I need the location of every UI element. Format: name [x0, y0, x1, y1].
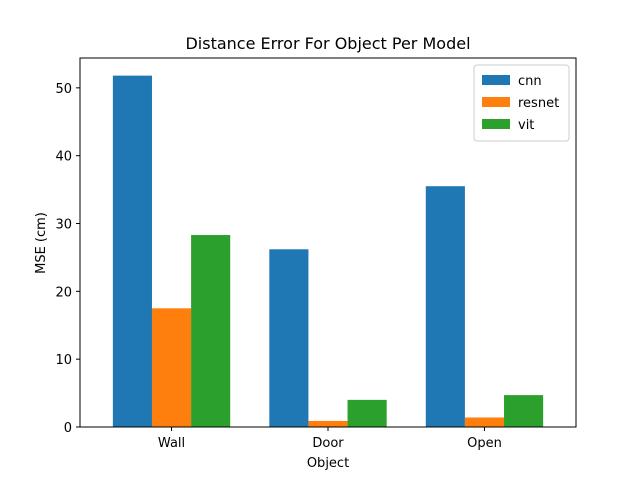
y-axis: 0 10 20 30 40 50	[55, 82, 80, 436]
chart-title: Distance Error For Object Per Model	[185, 34, 470, 53]
bar-cnn-door	[269, 249, 309, 427]
x-axis-label: Object	[307, 456, 349, 471]
y-tick-label: 20	[55, 285, 72, 300]
bar-cnn-wall	[112, 75, 152, 427]
bar-resnet-door	[308, 420, 348, 427]
bar-cnn-open	[425, 186, 465, 427]
y-tick-label: 0	[64, 421, 72, 436]
legend-swatch-resnet	[482, 97, 510, 107]
legend-label-cnn: cnn	[518, 74, 542, 89]
legend-swatch-vit	[482, 119, 510, 129]
bars-group	[112, 75, 544, 427]
y-tick-label: 50	[55, 82, 72, 97]
plot-frame	[79, 57, 577, 428]
bar-resnet-wall	[151, 308, 192, 427]
y-tick-label: 40	[55, 150, 72, 165]
x-tick-label: Door	[312, 436, 344, 451]
legend-swatch-cnn	[482, 75, 510, 85]
x-axis: Wall Door Open	[158, 427, 502, 451]
bar-vit-door	[347, 399, 387, 427]
legend: cnn resnet vit	[473, 64, 570, 142]
legend-label-resnet: resnet	[518, 96, 559, 111]
bar-vit-open	[504, 395, 544, 427]
y-tick-label: 10	[55, 353, 72, 368]
x-tick-label: Open	[467, 436, 502, 451]
legend-label-vit: vit	[518, 118, 534, 133]
x-tick-label: Wall	[158, 436, 185, 451]
bar-resnet-open	[464, 417, 505, 427]
bar-vit-wall	[191, 235, 231, 427]
y-tick-label: 30	[55, 218, 72, 233]
y-axis-label: MSE (cm)	[34, 212, 49, 274]
